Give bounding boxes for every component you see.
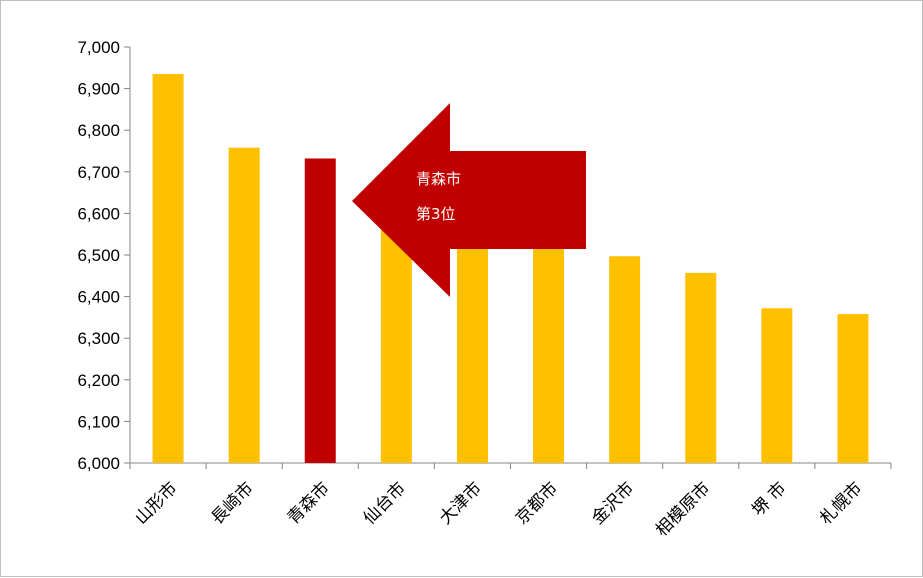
- y-tick-label: 6,100: [77, 412, 120, 431]
- annotation-city: 青森市: [416, 170, 461, 188]
- x-category-label: 青森市: [284, 478, 334, 528]
- x-category-label: 金沢市: [588, 478, 638, 528]
- y-tick-label: 6,400: [77, 288, 120, 307]
- bar-9: [761, 308, 793, 463]
- x-category-label: 仙台市: [360, 478, 410, 528]
- y-tick-label: 6,000: [77, 454, 120, 473]
- y-tick-label: 7,000: [77, 38, 120, 57]
- x-category-label: 堺 市: [748, 478, 790, 520]
- x-category-label: 札幌市: [816, 478, 866, 528]
- x-category-label: 長崎市: [207, 478, 257, 528]
- x-category-label: 山形市: [131, 478, 181, 528]
- y-tick-labels: 6,000 6,100 6,200 6,300 6,400 6,500 6,600 6,700…: [77, 38, 120, 473]
- bar-1: [152, 74, 184, 463]
- y-tick-label: 6,800: [77, 121, 120, 140]
- y-tick-label: 6,600: [77, 204, 120, 223]
- bar-8: [685, 272, 717, 463]
- x-category-label: 大津市: [436, 478, 486, 528]
- x-category-label: 相模原市: [652, 478, 714, 540]
- y-tick-label: 6,200: [77, 371, 120, 390]
- bar-6: [533, 240, 565, 463]
- bars: [152, 74, 869, 463]
- y-tick-label: 6,700: [77, 163, 120, 182]
- bar-3: [304, 158, 336, 463]
- annotation-rank: 第3位: [416, 205, 456, 223]
- highlight-arrow-callout: 青森市 第3位: [352, 103, 586, 297]
- bar-7: [609, 256, 641, 463]
- x-tick-labels: 山形市 長崎市 青森市 仙台市 大津市 京都市 金沢市 相模原市堺 市札幌市: [131, 478, 866, 540]
- arrow-shape: [352, 103, 586, 297]
- y-tick-label: 6,900: [77, 80, 120, 99]
- y-tick-label: 6,500: [77, 246, 120, 265]
- x-category-label: 京都市: [512, 478, 562, 528]
- bar-2: [228, 147, 260, 463]
- y-tick-label: 6,300: [77, 329, 120, 348]
- bar-5: [456, 234, 488, 463]
- bar-10: [837, 314, 869, 463]
- bar-4: [380, 223, 412, 463]
